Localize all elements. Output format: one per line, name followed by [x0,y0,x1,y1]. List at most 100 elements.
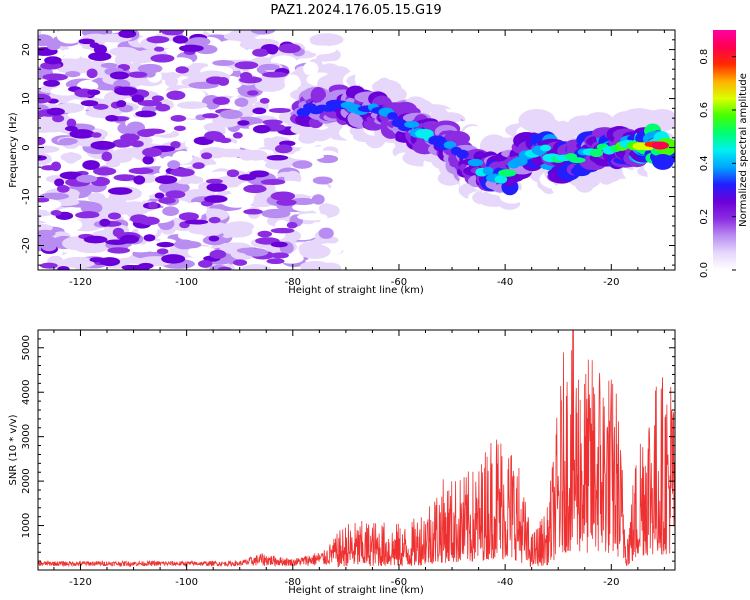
heatmap-cell [178,212,199,221]
figure-title: PAZ1.2024.176.05.15.G19 [270,3,441,18]
heatmap-cell [59,171,82,180]
heatmap-cell [175,66,189,74]
heatmap-cell [220,193,254,208]
heatmap-cell [154,46,165,52]
heatmap-cell [273,158,292,168]
heatmap-cell [539,144,552,152]
heatmap-cell [652,153,674,170]
heatmap-cell [130,140,144,148]
heatmap-cell [41,242,57,252]
x-tick-label: -20 [603,277,619,288]
colorbar-tick-label: 0.0 [699,262,710,278]
heatmap-cell [243,184,267,194]
heatmap-cell [118,201,151,216]
heatmap-cell [261,208,291,219]
heatmap-cell [167,57,193,68]
heatmap-cell [244,248,269,257]
heatmap-cell [100,62,118,69]
heatmap-cell [109,71,130,80]
heatmap-cell [72,57,93,68]
snr-panel: -120 -100 -80 -60 -40 -20 1000 2000 3000 4000 500… [8,329,676,596]
heatmap-cell [105,115,119,122]
heatmap-cell [278,43,301,54]
heatmap-cell [119,234,140,244]
heatmap-cell [184,219,209,225]
snr-x-axis-label: Height of straight line (km) [288,585,424,596]
heatmap-cell [498,169,517,177]
heatmap-cell [76,174,98,183]
heatmap-y-axis: -20 -10 0 10 20 [21,29,675,266]
heatmap-cell [172,35,189,44]
heatmap-cell [219,109,243,119]
x-tick-label: -60 [391,577,407,588]
heatmap-cell [58,137,78,145]
colorbar-tick-label: 0.4 [699,155,710,171]
heatmap-cell [299,261,331,270]
heatmap-cell [257,230,273,238]
heatmap-cell [38,155,47,161]
heatmap-cell [43,79,60,87]
y-tick-label: 1000 [21,513,32,538]
heatmap-cell [116,100,127,108]
heatmap-cell [154,192,165,199]
heatmap-cell [204,195,228,203]
heatmap-cell [54,178,65,187]
heatmap-cell [443,141,457,149]
heatmap-cell [262,119,283,125]
heatmap-cell [209,249,227,259]
colorbar-label: Normalized spectral amplitude [738,73,749,227]
heatmap-cell [158,181,190,195]
heatmap-cell [99,218,111,227]
heatmap-cell [165,190,186,199]
heatmap-cell [208,216,221,224]
heatmap-cell [187,246,217,259]
heatmap-cell [316,54,335,62]
heatmap-cell [155,103,171,112]
heatmap-cell [143,234,156,242]
heatmap-cell [69,129,95,139]
heatmap-cell [154,175,178,185]
heatmap-cell [172,150,193,165]
heatmap-cell [156,248,169,255]
heatmap-cell [127,51,156,64]
heatmap-cell [168,91,183,100]
heatmap-cell [170,140,181,149]
heatmap-cell [260,179,286,185]
heatmap-cell [212,60,235,66]
heatmap-cell [148,201,158,210]
heatmap-cell [217,266,232,270]
heatmap-cell [38,197,50,203]
heatmap-cell [387,112,398,120]
heatmap-cell [202,113,219,119]
heatmap-cell [404,120,420,129]
heatmap-cell [274,144,293,154]
heatmap-cell [258,63,280,71]
heatmap-cell [80,201,103,215]
heatmap-cell [259,97,270,104]
heatmap-cell [101,151,113,162]
heatmap-cell [121,264,142,270]
y-tick-label: 20 [21,43,32,56]
heatmap-cell [482,166,494,176]
snr-frame [37,329,676,571]
heatmap-cell [170,168,195,177]
heatmap-cell [176,101,208,109]
heatmap-cell [38,111,46,118]
heatmap-cell [205,178,223,184]
colorbar-tick-label: 0.8 [699,49,710,65]
heatmap-cell [114,86,138,96]
heatmap-cell [120,133,140,142]
y-tick-label: 5000 [21,335,32,360]
heatmap-cell [50,161,62,172]
heatmap-cell [276,199,297,206]
heatmap-cell [39,192,70,200]
heatmap-cell [107,247,131,254]
heatmap-cell [173,125,186,132]
heatmap-cell [197,259,213,268]
heatmap-cell [290,197,316,206]
x-tick-label: -80 [285,577,301,588]
heatmap-cell [105,160,120,168]
heatmap-cell [86,68,98,79]
heatmap-y-axis-label: Frequency (Hz) [8,112,19,188]
heatmap-cell [60,48,95,57]
